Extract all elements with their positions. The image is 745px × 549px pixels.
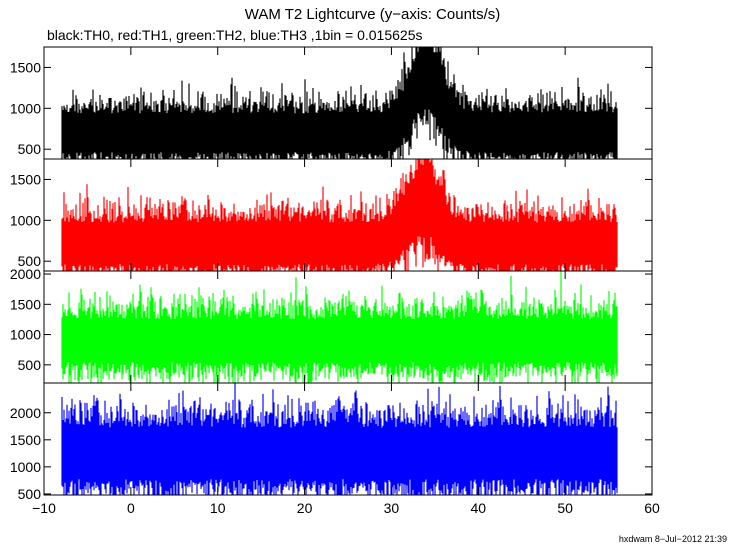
y-tick-label: 1000 bbox=[10, 459, 41, 475]
x-tick-label: 40 bbox=[470, 500, 486, 516]
chart-title: WAM T2 Lightcurve (y−axis: Counts/s) bbox=[244, 6, 501, 23]
y-tick-label: 1500 bbox=[10, 171, 41, 187]
x-tick-label: 10 bbox=[210, 500, 226, 516]
y-tick-label: 2000 bbox=[10, 266, 41, 282]
x-tick-label: 20 bbox=[297, 500, 313, 516]
x-tick-label: 60 bbox=[644, 500, 660, 516]
y-tick-label: 500 bbox=[18, 486, 42, 502]
y-tick-label: 1000 bbox=[10, 327, 41, 343]
footer-stamp: hxdwam 8−Jul−2012 21:39 bbox=[618, 534, 727, 544]
series-th0-curve bbox=[61, 47, 618, 159]
y-tick-label: 1500 bbox=[10, 296, 41, 312]
y-tick-label: 1500 bbox=[10, 59, 41, 75]
panel-frame-th3 bbox=[43, 382, 653, 496]
series-th2-curve bbox=[61, 271, 618, 383]
y-tick-label: 500 bbox=[18, 357, 42, 373]
y-tick-label: 1500 bbox=[10, 432, 41, 448]
x-tick-label: 50 bbox=[557, 500, 573, 516]
series-th1-curve bbox=[61, 159, 618, 271]
y-tick-label: 500 bbox=[18, 253, 42, 269]
chart-subtitle: black:TH0, red:TH1, green:TH2, blue:TH3 … bbox=[47, 27, 423, 43]
y-tick-label: 2000 bbox=[10, 405, 41, 421]
x-tick-label: 30 bbox=[384, 500, 400, 516]
y-tick-label: 1000 bbox=[10, 100, 41, 116]
x-tick-label: −10 bbox=[32, 500, 56, 516]
y-tick-label: 1000 bbox=[10, 212, 41, 228]
series-th3-curve bbox=[61, 383, 618, 495]
y-tick-label: 500 bbox=[18, 141, 42, 157]
x-tick-label: 0 bbox=[127, 500, 135, 516]
